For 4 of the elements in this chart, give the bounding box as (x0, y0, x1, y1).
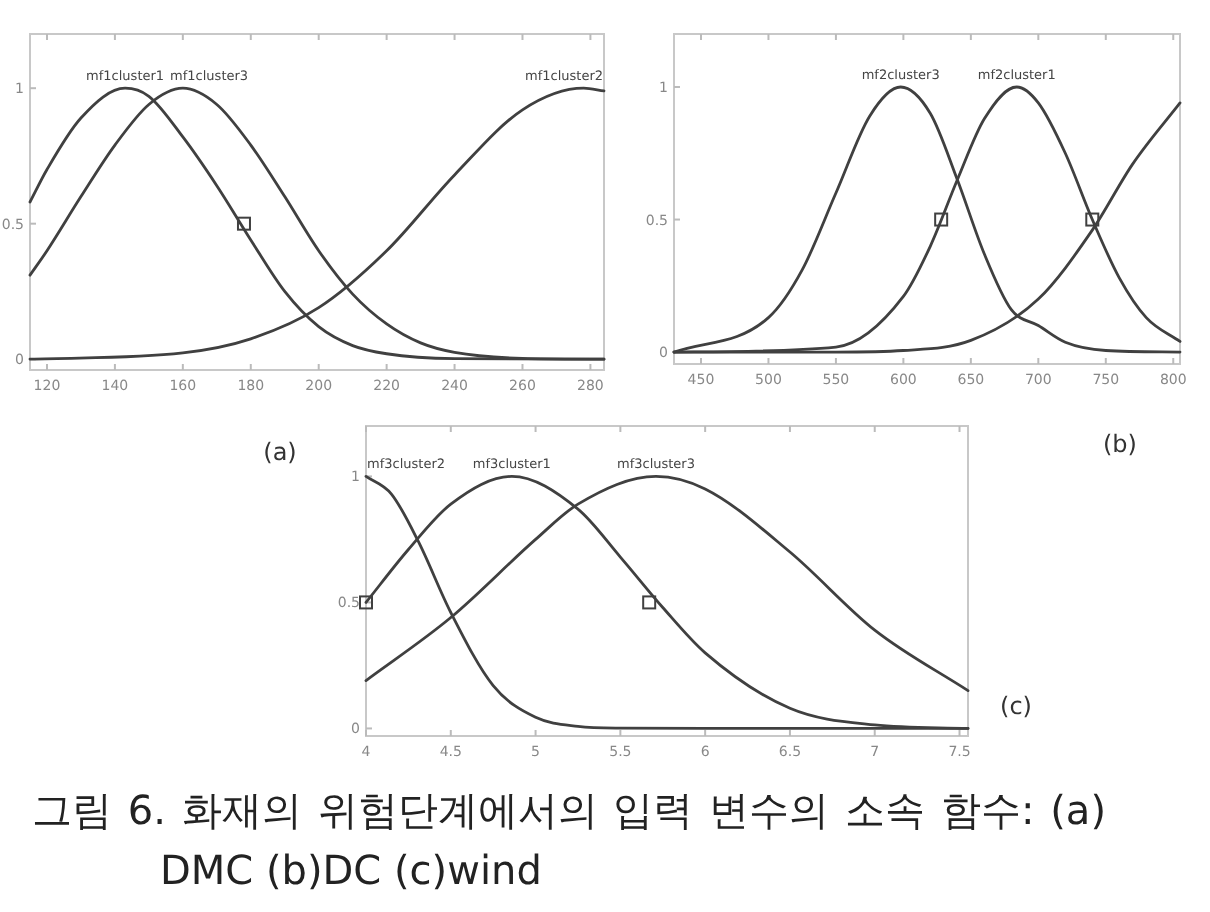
text: (c) (1000, 692, 1032, 720)
caption: 그림 6. 화재의 위험단계에서의 입력 변수의 소속 함수: (a) DMC (b)DC (c)wind (30, 784, 1106, 898)
text: (b) (1103, 430, 1137, 458)
text: (a) (263, 438, 297, 466)
